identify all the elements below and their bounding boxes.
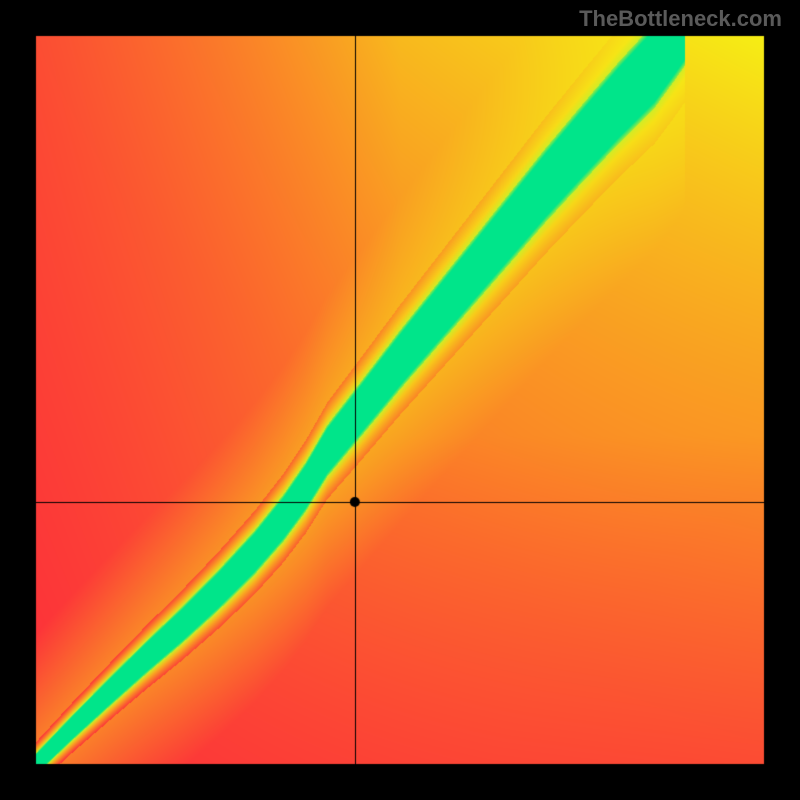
- watermark-text: TheBottleneck.com: [579, 6, 782, 32]
- bottleneck-heatmap-canvas: [0, 0, 800, 800]
- chart-container: TheBottleneck.com: [0, 0, 800, 800]
